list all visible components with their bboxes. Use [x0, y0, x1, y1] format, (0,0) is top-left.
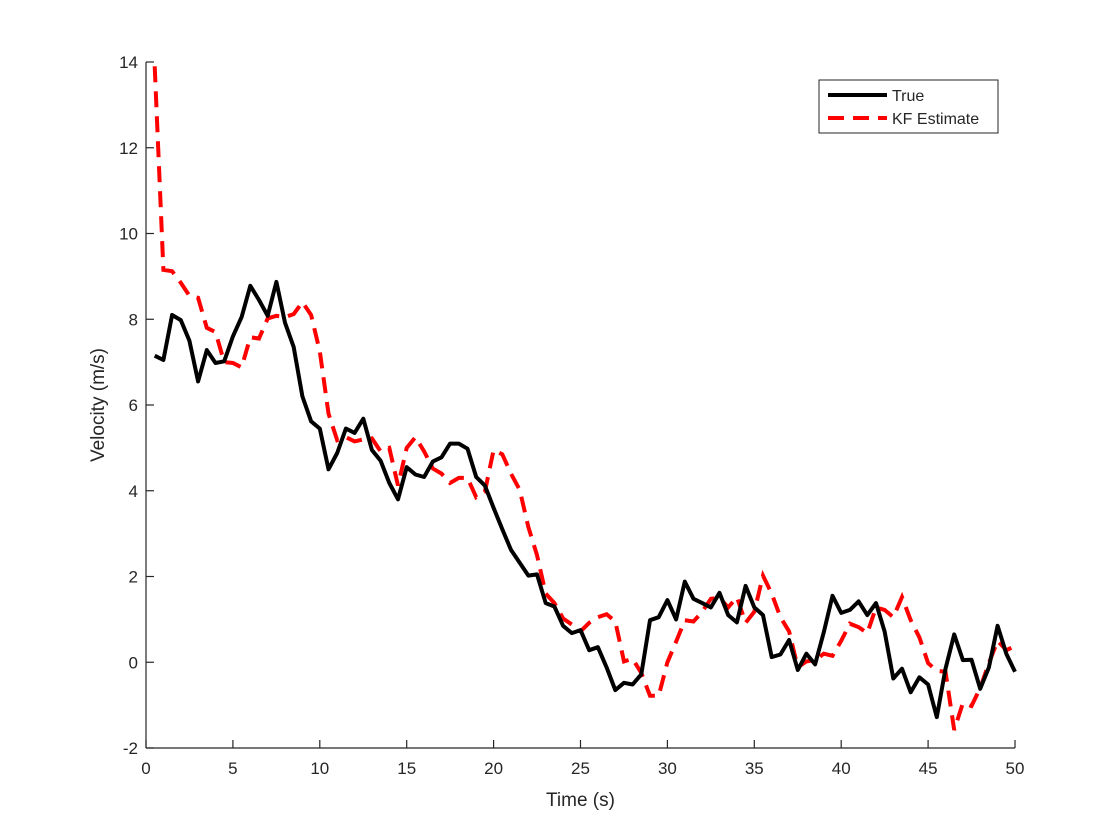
y-tick-label: -2 — [123, 739, 138, 758]
legend-label-true: True — [892, 88, 924, 105]
x-tick-label: 10 — [310, 759, 329, 778]
x-tick-label: 0 — [141, 759, 150, 778]
x-tick-label: 25 — [571, 759, 590, 778]
x-axis-label: Time (s) — [546, 790, 615, 811]
legend-label-kf-estimate: KF Estimate — [892, 111, 979, 128]
y-tick-label: 10 — [119, 225, 138, 244]
y-tick-label: 14 — [119, 53, 138, 72]
x-tick-label: 20 — [484, 759, 503, 778]
x-tick-label: 35 — [745, 759, 764, 778]
legend-box — [818, 79, 999, 134]
x-tick-label: 30 — [658, 759, 677, 778]
x-tick-label: 15 — [397, 759, 416, 778]
y-tick-label: 8 — [129, 310, 138, 329]
x-tick-label: 50 — [1006, 759, 1025, 778]
y-axis-label: Velocity (m/s) — [88, 348, 109, 462]
series-line-true — [153, 279, 1017, 720]
y-tick-label: 4 — [129, 482, 138, 501]
x-tick-label: 40 — [832, 759, 851, 778]
y-tick-label: 2 — [129, 568, 138, 587]
x-tick-label: 5 — [228, 759, 237, 778]
plot-lines — [152, 66, 1017, 731]
y-tick-label: 6 — [129, 396, 138, 415]
x-tick-label: 45 — [919, 759, 938, 778]
series-line-kf-estimate — [152, 66, 1016, 731]
y-tick-label: 12 — [119, 139, 138, 158]
legend: True KF Estimate — [818, 79, 999, 134]
y-tick-label: 0 — [129, 653, 138, 672]
